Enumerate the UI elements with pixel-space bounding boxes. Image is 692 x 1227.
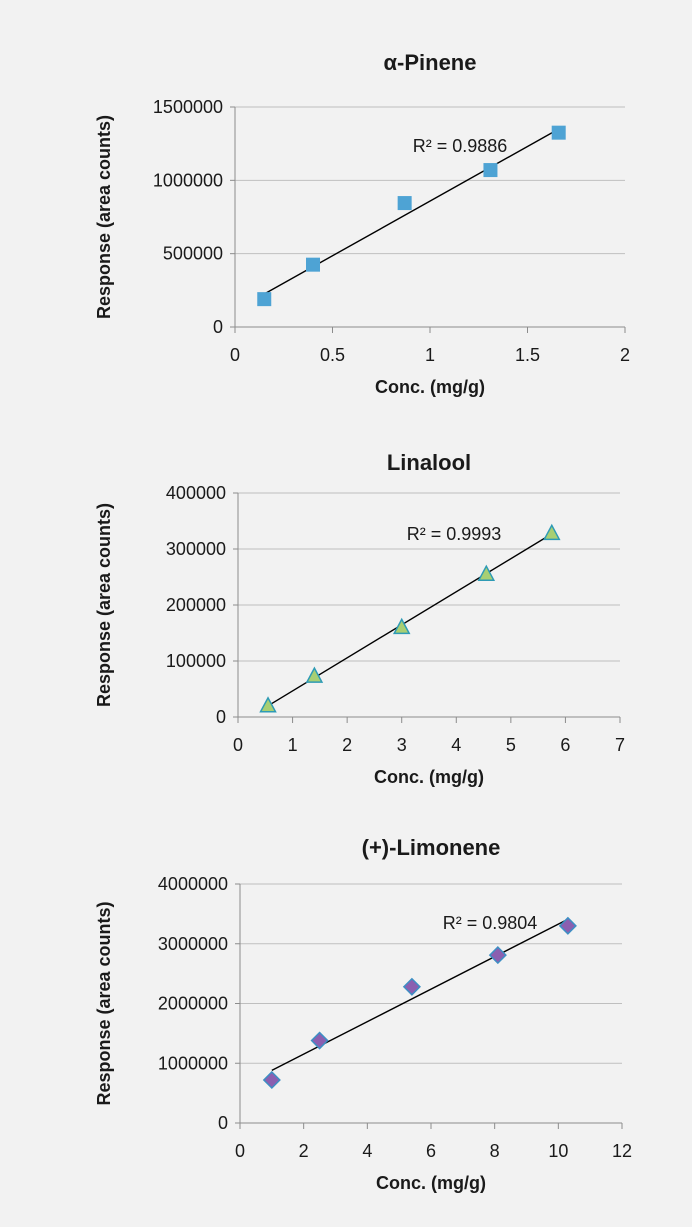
x-tick-label: 0: [233, 735, 243, 755]
chart-title: (+)-Limonene: [362, 835, 501, 860]
data-point: [310, 1031, 329, 1050]
r-squared-label: R² = 0.9804: [443, 913, 538, 933]
x-tick-label: 4: [451, 735, 461, 755]
data-point: [551, 125, 566, 140]
r-squared-label: R² = 0.9993: [407, 524, 502, 544]
chart-1: α-Pinene 0 500000 1000000 1500000 0 0.5 1 1.5 2 Co…: [94, 50, 630, 397]
x-tick-label: 2: [342, 735, 352, 755]
y-tick-label: 400000: [166, 483, 226, 503]
x-tick-label: 1.5: [515, 345, 540, 365]
data-point: [306, 257, 320, 272]
y-tick-label: 0: [216, 707, 226, 727]
x-tick-label: 4: [362, 1141, 372, 1161]
x-tick-label: 10: [548, 1141, 568, 1161]
data-point: [392, 617, 411, 635]
x-tick-label: 2: [299, 1141, 309, 1161]
x-tick-label: 8: [490, 1141, 500, 1161]
y-tick-label: 3000000: [158, 934, 228, 954]
x-tick-label: 6: [426, 1141, 436, 1161]
data-point: [402, 977, 421, 996]
chart-title: Linalool: [387, 450, 471, 475]
y-axis-title: Response (area counts): [94, 901, 114, 1105]
y-tick-label: 300000: [166, 539, 226, 559]
chart-3: (+)-Limonene 0 1000000 2000000 3000000 400000…: [94, 835, 632, 1193]
y-tick-label: 1500000: [153, 97, 223, 117]
data-point: [262, 1070, 281, 1090]
data-point: [483, 163, 498, 178]
x-tick-label: 2: [620, 345, 630, 365]
data-point: [257, 292, 272, 307]
y-tick-label: 0: [213, 317, 223, 337]
x-axis-title: Conc. (mg/g): [376, 1173, 486, 1193]
x-tick-label: 0.5: [320, 345, 345, 365]
chart-2: Linalool 0 100000 200000 300000 400000 0 1 2 3 4 5 6…: [94, 450, 625, 787]
x-tick-label: 12: [612, 1141, 632, 1161]
y-tick-label: 200000: [166, 595, 226, 615]
x-tick-label: 1: [288, 735, 298, 755]
x-tick-label: 0: [230, 345, 240, 365]
x-axis-title: Conc. (mg/g): [375, 377, 485, 397]
x-tick-label: 0: [235, 1141, 245, 1161]
y-tick-label: 1000000: [153, 170, 223, 190]
x-tick-label: 6: [560, 735, 570, 755]
y-axis-title: Response (area counts): [94, 115, 114, 319]
data-point: [259, 696, 277, 713]
trendline: [271, 918, 569, 1072]
data-point: [305, 666, 324, 683]
y-axis-title: Response (area counts): [94, 503, 114, 707]
x-tick-label: 5: [506, 735, 516, 755]
y-tick-label: 0: [218, 1113, 228, 1133]
y-tick-label: 4000000: [158, 874, 228, 894]
x-axis-title: Conc. (mg/g): [374, 767, 484, 787]
y-tick-label: 2000000: [158, 994, 228, 1014]
chart-title: α-Pinene: [384, 50, 477, 75]
data-point: [477, 564, 496, 581]
data-point: [397, 196, 412, 211]
y-tick-label: 100000: [166, 651, 226, 671]
data-point: [488, 946, 507, 965]
data-point: [543, 523, 561, 541]
x-tick-label: 3: [397, 735, 407, 755]
data-point: [558, 916, 577, 935]
y-tick-label: 1000000: [158, 1053, 228, 1073]
r-squared-label: R² = 0.9886: [413, 136, 508, 156]
x-tick-label: 7: [615, 735, 625, 755]
x-tick-label: 1: [425, 345, 435, 365]
y-tick-label: 500000: [163, 244, 223, 264]
